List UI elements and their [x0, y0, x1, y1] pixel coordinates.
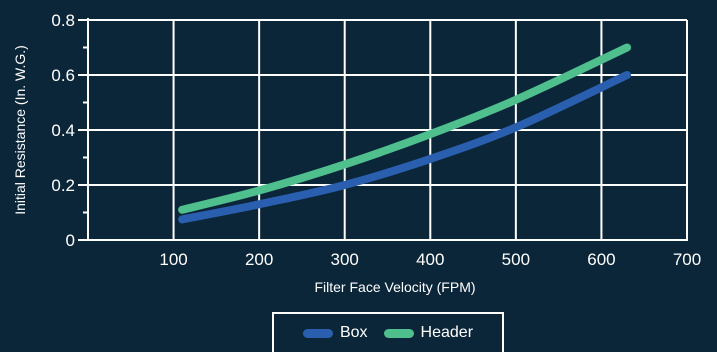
x-tick-label: 200 — [245, 250, 273, 269]
legend-label-box: Box — [339, 324, 368, 341]
y-tick-label: 0.8 — [51, 11, 75, 30]
x-axis-title: Filter Face Velocity (FPM) — [314, 279, 475, 295]
grid-lines — [88, 19, 688, 240]
x-tick-label: 400 — [416, 250, 444, 269]
y-axis-title: Initial Resistance (In. W.G.) — [12, 45, 28, 215]
x-tick-label: 600 — [587, 250, 615, 269]
series-lines — [178, 43, 632, 224]
y-tick-label: 0.6 — [51, 66, 75, 85]
legend-swatch-header — [383, 328, 414, 338]
x-tick-label: 100 — [159, 250, 187, 269]
legend-swatch-box — [302, 328, 333, 338]
legend-item-box: Box — [302, 324, 368, 342]
y-tick-label: 0.4 — [51, 121, 75, 140]
x-tick-label: 500 — [502, 250, 530, 269]
x-tick-label: 700 — [673, 250, 701, 269]
legend-item-header: Header — [383, 324, 474, 342]
y-tick-label: 0 — [66, 231, 75, 250]
axes — [78, 18, 688, 241]
chart-legend: Box Header — [272, 312, 504, 352]
series-line-header — [178, 43, 632, 214]
y-tick-label: 0.2 — [51, 176, 75, 195]
x-tick-label: 300 — [331, 250, 359, 269]
legend-label-header: Header — [420, 324, 474, 341]
series-line-box — [178, 71, 632, 224]
tick-labels: 100 200 300 400 500 600 700 0 0.2 0.4 0.6 0.8 — [51, 11, 701, 269]
